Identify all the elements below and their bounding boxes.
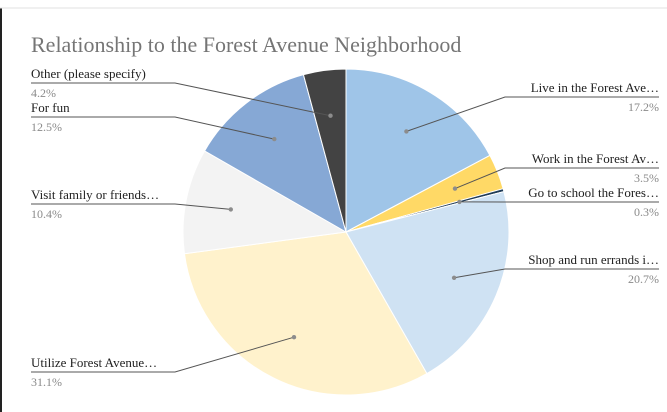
leader-dot [457, 199, 462, 205]
leader-dot [451, 275, 457, 280]
slice-percent-label: 20.7% [628, 272, 659, 286]
slice-labels: Live in the Forest Ave… 17.2% Work in the … [31, 66, 659, 389]
slice-label: Shop and run errands i… [528, 252, 659, 267]
leader-dot [228, 207, 233, 212]
leader-dot [291, 335, 297, 340]
pie-slice-other-please-specify[interactable] [302, 68, 347, 233]
pie-slice-utilize-forest-avenue[interactable] [183, 231, 428, 396]
leader-line [454, 268, 659, 279]
pie-slice-visit-family-or-friends[interactable] [182, 150, 348, 255]
slice-percent-label: 3.5% [634, 171, 659, 185]
pie-slice-for-fun[interactable] [203, 74, 347, 234]
slice-percent-label: 0.3% [634, 205, 659, 219]
leader-dot [452, 186, 458, 191]
pie-slice-shop-and-run-errands-i[interactable] [345, 191, 510, 375]
slice-percent-label: 4.2% [31, 86, 56, 100]
leader-line [31, 82, 331, 117]
leader-dot [272, 136, 277, 142]
slice-label: Other (please specify) [31, 66, 146, 81]
slice-label: Visit family or friends… [31, 187, 159, 202]
slice-percent-label: 31.1% [31, 375, 62, 389]
slice-percent-label: 10.4% [31, 207, 62, 221]
leader-line [31, 336, 295, 373]
pie-slices [182, 68, 510, 396]
chart-title: Relationship to the Forest Avenue Neighb… [31, 32, 461, 57]
slice-label: Work in the Forest Av… [532, 151, 659, 166]
leader-line [31, 203, 231, 210]
slice-label: Live in the Forest Ave… [531, 80, 659, 95]
leader-lines [31, 82, 659, 373]
leader-line [454, 167, 659, 190]
leader-dot [328, 113, 333, 118]
slice-percent-label: 12.5% [31, 120, 62, 134]
slice-label: Utilize Forest Avenue… [31, 355, 157, 370]
leader-line [31, 116, 275, 140]
leader-line [406, 96, 659, 132]
slice-label: Go to school the Fores… [528, 185, 659, 200]
slice-label: For fun [31, 100, 70, 115]
slice-percent-label: 17.2% [628, 100, 659, 114]
pie-slice-live-in-the-forest-ave[interactable] [345, 68, 491, 233]
leader-dot [404, 129, 409, 134]
